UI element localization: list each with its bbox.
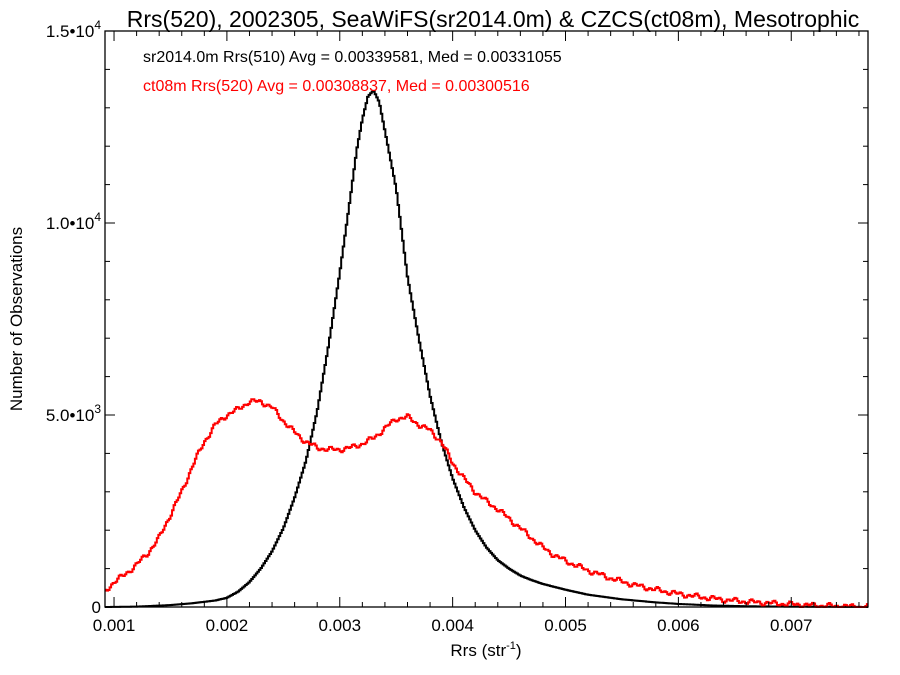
x-tick-label: 0.002: [206, 616, 249, 635]
y-tick-label: 1.0•104: [46, 210, 102, 233]
series-annotation-red: ct08m Rrs(520) Avg = 0.00308837, Med = 0…: [143, 78, 530, 95]
x-tick-label: 0.005: [544, 616, 587, 635]
y-axis-title: Number of Observations: [7, 227, 26, 411]
x-tick-label: 0.001: [93, 616, 136, 635]
y-tick-label: 5.0•103: [46, 402, 102, 425]
plot-frame: [104, 30, 869, 608]
series-line-ct08m-rrs520: [105, 398, 868, 608]
chart-title: Rrs(520), 2002305, SeaWiFS(sr2014.0m) & …: [127, 6, 859, 32]
x-tick-label: 0.003: [318, 616, 361, 635]
y-tick-label: 1.5•104: [46, 18, 102, 41]
series-annotation-black: sr2014.0m Rrs(510) Avg = 0.00339581, Med…: [143, 49, 562, 66]
x-tick-label: 0.006: [657, 616, 700, 635]
x-tick-label: 0.004: [431, 616, 474, 635]
series-layer: [105, 90, 868, 608]
series-line-sr2014-rrs510: [105, 90, 868, 608]
x-axis-ticks: 0.001 0.002 0.003 0.004 0.005 0.006 0.007: [93, 31, 860, 635]
x-axis-title: Rrs (str-1): [450, 640, 521, 660]
x-tick-label: 0.007: [770, 616, 813, 635]
y-tick-label: 0: [92, 598, 101, 617]
y-axis-ticks: 0 5.0•103 1.0•104 1.5•104: [46, 18, 868, 617]
